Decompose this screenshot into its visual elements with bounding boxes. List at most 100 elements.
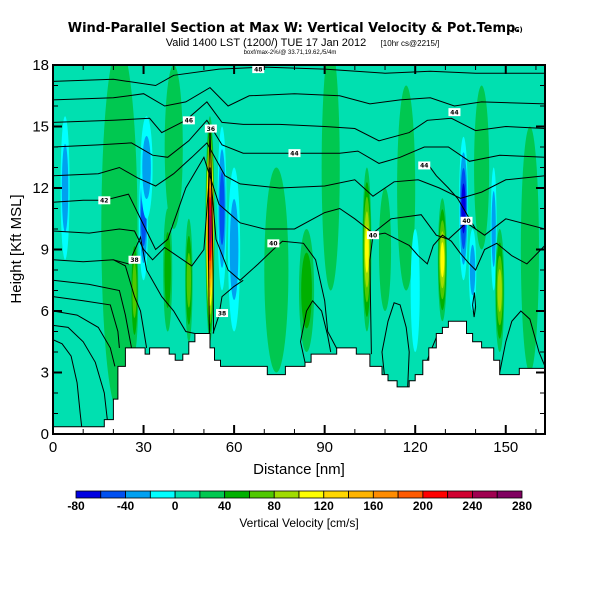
colorbar-label: Vertical Velocity [cm/s] [239,516,358,530]
velocity-cell [362,167,372,332]
theta-contour-label: 44 [418,161,431,170]
velocity-contour-band [142,135,151,200]
y-tick-label: 9 [41,242,49,259]
chart-subtitle: Valid 1400 LST (1200/) TUE 17 Jan 2012 [166,37,367,49]
theta-contour-line [499,310,545,373]
colorbar-tick-label: -80 [67,499,85,513]
colorbar-tick-label: 80 [268,499,282,513]
velocity-contour-band [264,167,289,373]
contour-label-text: 48 [254,66,262,73]
theta-contour-label: 40 [267,239,280,248]
contour-label-text: 38 [130,257,138,264]
theta-contour-label: 46 [182,116,195,125]
x-axis-tick-labels: 0 30 60 90 120 150 [49,439,518,456]
contour-label-background [267,239,280,248]
contour-label-background [204,124,217,133]
x-tick-label: 30 [135,439,152,456]
theta-contour-label: 42 [98,196,111,205]
contour-label-text: 44 [450,109,458,116]
contour-label-text: 40 [462,218,470,225]
theta-contour-labels: 48 46 44 42 40 38 36 38 40 44 44 40 [98,65,473,318]
velocity-contour-band [301,252,312,329]
velocity-cell [228,167,241,332]
velocity-contour-band [397,85,416,291]
colorbar-tick-label: 280 [512,499,532,513]
colorbar-swatch [125,490,151,499]
x-tick-label: 120 [403,439,428,456]
velocity-cell [185,218,193,342]
velocity-contour-band [132,263,137,318]
theta-contour-line [53,324,108,420]
contour-label-background [182,116,195,125]
colorbar-swatch [422,490,449,499]
velocity-contour-band [164,232,171,308]
colorbar-tick-label: 240 [462,499,482,513]
velocity-cell [490,167,497,291]
velocity-contour-band [61,143,69,233]
velocity-cell [101,65,138,414]
colorbar-tick-labels: -80 -40 0 40 80 120 160 200 240 280 [67,499,532,513]
velocity-contour-band [440,242,445,278]
y-tick-label: 0 [41,426,49,443]
terrain [53,320,545,434]
theta-contour-line [53,339,83,427]
y-tick-label: 6 [41,303,49,320]
theta-contour-label: 40 [366,231,379,240]
velocity-cell [410,229,420,352]
y-axis-label: Height [Kft MSL] [8,194,25,303]
contour-label-text: 40 [369,232,377,239]
x-tick-label: 0 [49,439,57,456]
velocity-cell [60,116,70,260]
contour-label-text: 36 [207,126,215,133]
velocity-contour-band [491,191,496,267]
chart-subtitle-note: [10hr cs@2215/] [381,39,440,48]
velocity-cell [495,229,505,352]
velocity-cell [378,188,392,311]
colorbar-swatch [447,490,473,499]
velocity-contour-band [469,244,476,296]
colorbar-swatch [372,490,399,499]
colorbar-tick-label: 0 [172,499,179,513]
colorbar-swatch [496,490,523,499]
velocity-contour-band [164,65,183,229]
theta-contour-line [53,101,545,142]
velocity-cell [474,85,490,250]
velocity-cell [164,65,183,229]
theta-contour-line [53,259,148,348]
velocity-contour-band [186,252,191,308]
contour-label-background [366,231,379,240]
y-tick-label: 3 [41,365,49,382]
colorbar-tick-label: 160 [363,499,383,513]
x-axis-label: Distance [nm] [253,461,345,478]
x-tick-label: 150 [493,439,518,456]
y-tick-label: 12 [32,180,49,197]
colorbar [75,490,523,499]
theta-contour-line [53,279,132,348]
theta-contour-label: 38 [128,255,141,264]
velocity-cell [397,85,416,291]
velocity-contour-band [219,172,225,245]
theta-contour-line [212,279,244,334]
velocity-cell [437,198,447,322]
contour-label-background [216,309,229,318]
velocity-contour-band [101,65,138,414]
colorbar-tick-label: 200 [413,499,433,513]
velocity-contour-band [520,126,539,373]
contour-label-text: 46 [185,118,193,125]
contour-label-background [448,108,461,117]
contour-label-text: 44 [290,150,298,157]
velocity-cell [140,116,153,219]
velocity-contour-band [410,229,420,352]
colorbar-swatch [100,490,126,499]
colorbar-swatch [397,490,424,499]
theta-contour-line [53,86,545,107]
colorbar-tick-label: 40 [218,499,232,513]
x-axis-ticks [52,65,537,434]
velocity-cell [163,208,173,332]
velocity-contour-band [321,65,340,291]
colorbar-swatch [323,490,349,499]
colorbar-swatch [472,490,498,499]
y-axis-tick-labels: 0 3 6 9 12 15 18 [32,57,49,443]
velocity-cell [217,126,227,291]
